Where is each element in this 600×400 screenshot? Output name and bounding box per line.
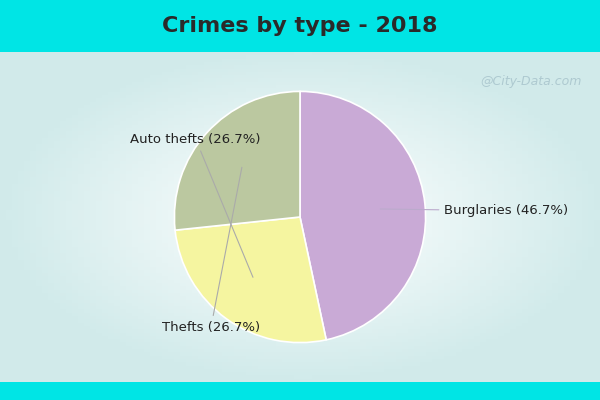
Wedge shape bbox=[300, 92, 425, 340]
Wedge shape bbox=[175, 217, 326, 342]
Text: Thefts (26.7%): Thefts (26.7%) bbox=[162, 167, 260, 334]
Wedge shape bbox=[175, 92, 300, 230]
Text: @City-Data.com: @City-Data.com bbox=[481, 75, 582, 88]
Text: Auto thefts (26.7%): Auto thefts (26.7%) bbox=[130, 133, 261, 277]
Text: Crimes by type - 2018: Crimes by type - 2018 bbox=[162, 16, 438, 36]
Text: Burglaries (46.7%): Burglaries (46.7%) bbox=[380, 204, 569, 217]
